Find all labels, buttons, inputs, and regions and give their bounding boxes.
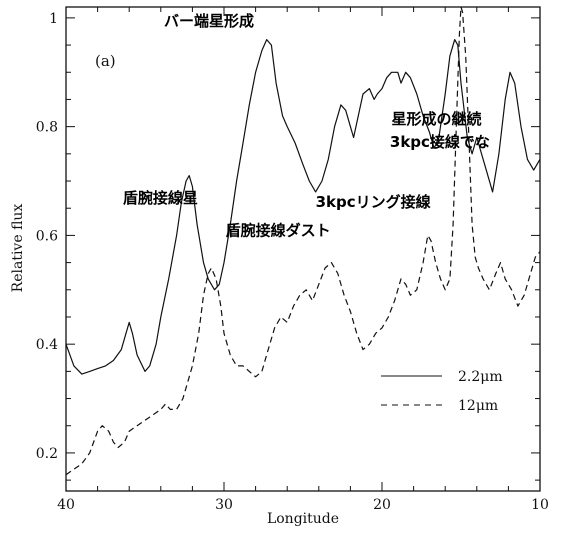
annotation-label: 3kpcリング接線 (316, 193, 431, 211)
axis-ticks: 40 30 20 10 0.2 0.4 0.6 0.8 1 (36, 7, 549, 513)
series-line-0 (65, 39, 541, 375)
x-tick-label: 10 (531, 497, 549, 513)
y-axis-title: Relative flux (10, 204, 26, 293)
annotation-label: 3kpc接線でな (390, 133, 490, 151)
plot-frame (65, 6, 541, 492)
legend-label-1: 12μm (458, 398, 498, 414)
y-tick-label: 0.6 (36, 228, 58, 244)
legend: 2.2μm 12μm (381, 369, 503, 414)
x-tick-label: 20 (373, 497, 391, 513)
annotation-label: 盾腕接線星 (123, 189, 198, 207)
series-layer (65, 6, 541, 476)
y-tick-label: 0.8 (36, 120, 58, 136)
y-tick-label: 0.4 (36, 337, 58, 353)
x-tick-label: 40 (57, 497, 75, 513)
x-tick-label: 30 (215, 497, 233, 513)
series-line-1 (65, 6, 541, 476)
legend-label-0: 2.2μm (458, 369, 503, 385)
y-tick-label: 0.2 (36, 446, 58, 462)
annotation-label: 盾腕接線ダスト (226, 221, 331, 239)
panel-label: (a) (95, 52, 116, 70)
annotation-label: バー端星形成 (164, 12, 254, 30)
x-axis-title: Longitude (267, 511, 339, 527)
annotation-label: 星形成の継続 (391, 110, 481, 128)
y-tick-label: 1 (49, 11, 58, 27)
